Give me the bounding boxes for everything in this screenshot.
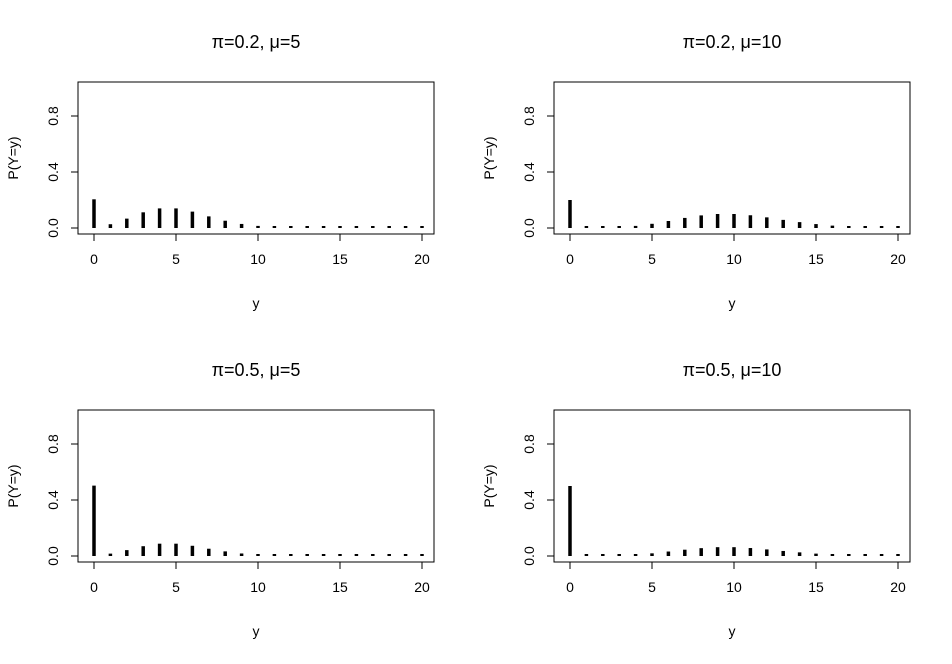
y-tick-label: 0.0 — [521, 546, 537, 566]
x-axis-label: y — [253, 623, 260, 639]
x-tick-label: 0 — [90, 251, 98, 267]
bars — [92, 199, 424, 228]
x-axis: 0 5 10 15 20 — [566, 233, 906, 267]
bars — [568, 200, 900, 228]
x-axis: 0 5 10 15 20 — [566, 561, 906, 595]
panel-1: π=0.2, μ=5 0 5 10 15 20 0.0 0.4 0.8 y P(Y=y) — [5, 32, 435, 311]
y-axis-label: P(Y=y) — [481, 136, 497, 179]
x-tick-label: 20 — [890, 251, 906, 267]
x-axis-label: y — [729, 295, 736, 311]
x-tick-label: 15 — [332, 579, 348, 595]
x-tick-label: 10 — [726, 251, 742, 267]
y-axis: 0.0 0.4 0.8 — [45, 434, 79, 566]
plot-box — [77, 409, 435, 563]
x-tick-label: 20 — [414, 579, 430, 595]
x-tick-label: 0 — [90, 579, 98, 595]
x-tick-label: 10 — [726, 579, 742, 595]
y-axis-label: P(Y=y) — [5, 136, 21, 179]
plot-box — [553, 409, 911, 563]
y-tick-label: 0.4 — [521, 490, 537, 510]
x-axis-label: y — [729, 623, 736, 639]
x-tick-label: 5 — [648, 579, 656, 595]
panel-4: π=0.5, μ=10 0 5 10 15 20 0.0 0.4 0.8 y P(Y=y) — [481, 360, 911, 639]
x-tick-label: 0 — [566, 579, 574, 595]
y-tick-label: 0.4 — [45, 490, 61, 510]
chart-title: π=0.2, μ=5 — [212, 32, 301, 52]
x-tick-label: 20 — [890, 579, 906, 595]
x-tick-label: 15 — [332, 251, 348, 267]
panel-3: π=0.5, μ=5 0 5 10 15 20 0.0 0.4 0.8 y P(Y=y) — [5, 360, 435, 639]
y-axis: 0.0 0.4 0.8 — [521, 434, 555, 566]
chart-title: π=0.2, μ=10 — [683, 32, 782, 52]
y-tick-label: 0.8 — [521, 434, 537, 454]
x-tick-label: 15 — [808, 579, 824, 595]
x-axis: 0 5 10 15 20 — [90, 561, 430, 595]
y-tick-label: 0.8 — [521, 106, 537, 126]
x-axis: 0 5 10 15 20 — [90, 233, 430, 267]
x-axis-label: y — [253, 295, 260, 311]
y-axis: 0.0 0.4 0.8 — [521, 106, 555, 238]
x-tick-label: 5 — [648, 251, 656, 267]
y-axis-label: P(Y=y) — [481, 464, 497, 507]
plot-box — [553, 81, 911, 235]
y-tick-label: 0.0 — [45, 546, 61, 566]
chart-title: π=0.5, μ=10 — [683, 360, 782, 380]
plot-box — [77, 81, 435, 235]
bars — [568, 486, 900, 556]
x-tick-label: 10 — [250, 251, 266, 267]
y-axis-label: P(Y=y) — [5, 464, 21, 507]
y-tick-label: 0.4 — [45, 162, 61, 182]
y-tick-label: 0.8 — [45, 434, 61, 454]
bars — [92, 485, 424, 556]
y-tick-label: 0.4 — [521, 162, 537, 182]
x-tick-label: 5 — [172, 251, 180, 267]
y-tick-label: 0.0 — [521, 218, 537, 238]
x-tick-label: 5 — [172, 579, 180, 595]
y-tick-label: 0.0 — [45, 218, 61, 238]
x-tick-label: 10 — [250, 579, 266, 595]
x-tick-label: 15 — [808, 251, 824, 267]
x-tick-label: 20 — [414, 251, 430, 267]
y-tick-label: 0.8 — [45, 106, 61, 126]
panel-2: π=0.2, μ=10 0 5 10 15 20 0.0 0.4 0.8 y P(Y=y) — [481, 32, 911, 311]
x-tick-label: 0 — [566, 251, 574, 267]
chart-title: π=0.5, μ=5 — [212, 360, 301, 380]
y-axis: 0.0 0.4 0.8 — [45, 106, 79, 238]
